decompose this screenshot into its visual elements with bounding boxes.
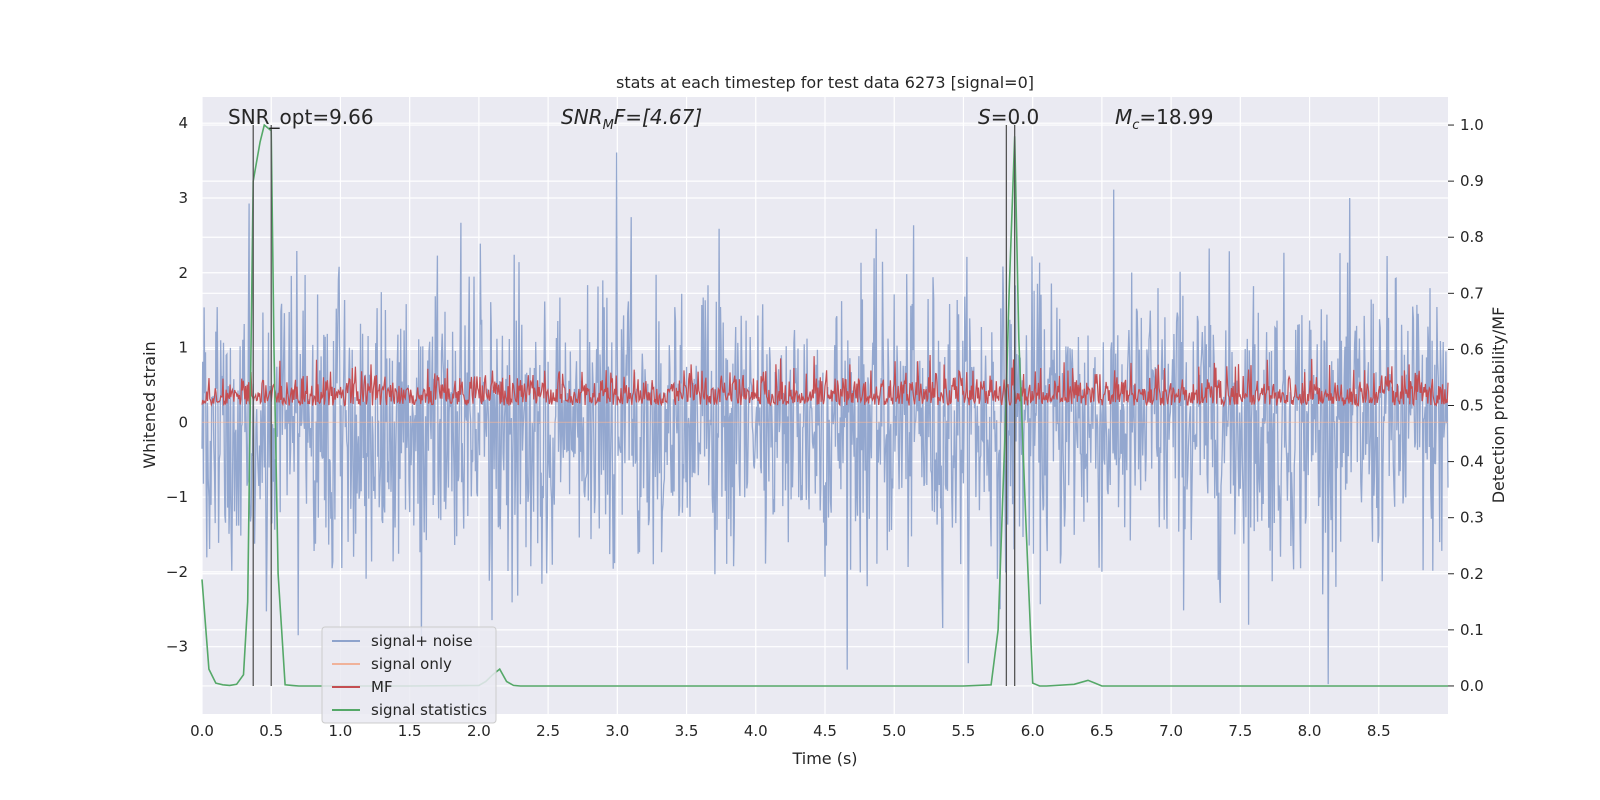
x-tick-label: 0.0 xyxy=(190,722,214,740)
x-tick-label: 7.5 xyxy=(1228,722,1252,740)
y-tick-label-right: 0.0 xyxy=(1460,677,1484,695)
y-tick-label-left: 2 xyxy=(178,264,188,282)
vertical-lines xyxy=(252,125,1016,686)
series-signal-statistics xyxy=(201,123,1448,687)
y-tick-label-left: 3 xyxy=(178,189,188,207)
y-tick-label-right: 0.3 xyxy=(1460,509,1484,527)
legend-label-signal-statistics: signal statistics xyxy=(371,701,487,719)
y-tick-label-right: 1.0 xyxy=(1460,116,1484,134)
x-tick-label: 1.5 xyxy=(398,722,422,740)
x-axis-label: Time (s) xyxy=(791,749,857,768)
y-tick-label-left: 4 xyxy=(178,114,188,132)
legend-label-mf: MF xyxy=(371,678,393,696)
annotation-snr-opt: SNR_opt=9.66 xyxy=(228,105,374,129)
annotation-mc: Mc=18.99 xyxy=(1115,105,1213,133)
y-tick-label-right: 0.1 xyxy=(1460,621,1484,639)
series-signal-noise xyxy=(201,152,1449,685)
x-tick-label: 4.0 xyxy=(744,722,768,740)
annotation-s: S=0.0 xyxy=(978,105,1039,129)
snr-mf-base: SNR xyxy=(561,105,603,129)
y-axis-label-left: Whitened strain xyxy=(140,341,159,468)
y-tick-label-left: −3 xyxy=(166,638,188,656)
legend-label-signal-noise: signal+ noise xyxy=(371,632,473,650)
x-tick-label: 5.5 xyxy=(952,722,976,740)
y-tick-label-left: −2 xyxy=(166,563,188,581)
legend-box xyxy=(321,626,497,724)
x-tick-label: 2.5 xyxy=(536,722,560,740)
mc-base: M xyxy=(1115,105,1132,129)
annotation-snr-mf: SNRMF=[4.67] xyxy=(561,105,702,133)
mc-subscript: c xyxy=(1132,118,1139,133)
x-tick-label: 6.5 xyxy=(1090,722,1114,740)
y-tick-label-right: 0.5 xyxy=(1460,397,1484,415)
y-axis-label-right: Detection probability/MF xyxy=(1489,307,1508,504)
y-tick-label-left: −1 xyxy=(166,488,188,506)
x-tick-label: 2.0 xyxy=(467,722,491,740)
chart-title: stats at each timestep for test data 627… xyxy=(616,73,1034,92)
x-tick-label: 0.5 xyxy=(259,722,283,740)
x-tick-label: 6.0 xyxy=(1021,722,1045,740)
y-tick-label-right: 0.7 xyxy=(1460,284,1484,302)
x-tick-label: 3.0 xyxy=(605,722,629,740)
x-tick-label: 7.0 xyxy=(1159,722,1183,740)
series-mf xyxy=(201,354,1449,408)
y-tick-label-right: 0.8 xyxy=(1460,228,1484,246)
x-tick-label: 3.5 xyxy=(675,722,699,740)
x-tick-label: 1.0 xyxy=(329,722,353,740)
x-tick-label: 5.0 xyxy=(882,722,906,740)
x-tick-label: 4.5 xyxy=(813,722,837,740)
legend: signal+ noise signal only MF signal stat… xyxy=(321,626,497,724)
mc-value: =18.99 xyxy=(1139,105,1213,129)
s-label: S xyxy=(978,105,991,129)
legend-label-signal-only: signal only xyxy=(371,655,452,673)
y-tick-label-right: 0.9 xyxy=(1460,172,1484,190)
s-value: =0.0 xyxy=(991,105,1040,129)
series-layer xyxy=(201,123,1449,687)
x-tick-label: 8.0 xyxy=(1298,722,1322,740)
y-tick-label-right: 0.4 xyxy=(1460,453,1484,471)
snr-mf-subscript: M xyxy=(603,118,614,133)
y-tick-label-left: 1 xyxy=(178,339,188,357)
ticks: 0.0 0.5 1.0 1.5 2.0 2.5 3.0 3.5 4.0 4.5 5.0 5.5 6.0 6… xyxy=(166,114,1484,740)
y-tick-label-right: 0.6 xyxy=(1460,340,1484,358)
snr-mf-rest: F=[4.67] xyxy=(614,105,702,129)
y-tick-label-left: 0 xyxy=(178,413,188,431)
y-tick-label-right: 0.2 xyxy=(1460,565,1484,583)
grid xyxy=(201,97,1448,714)
x-tick-label: 8.5 xyxy=(1367,722,1391,740)
